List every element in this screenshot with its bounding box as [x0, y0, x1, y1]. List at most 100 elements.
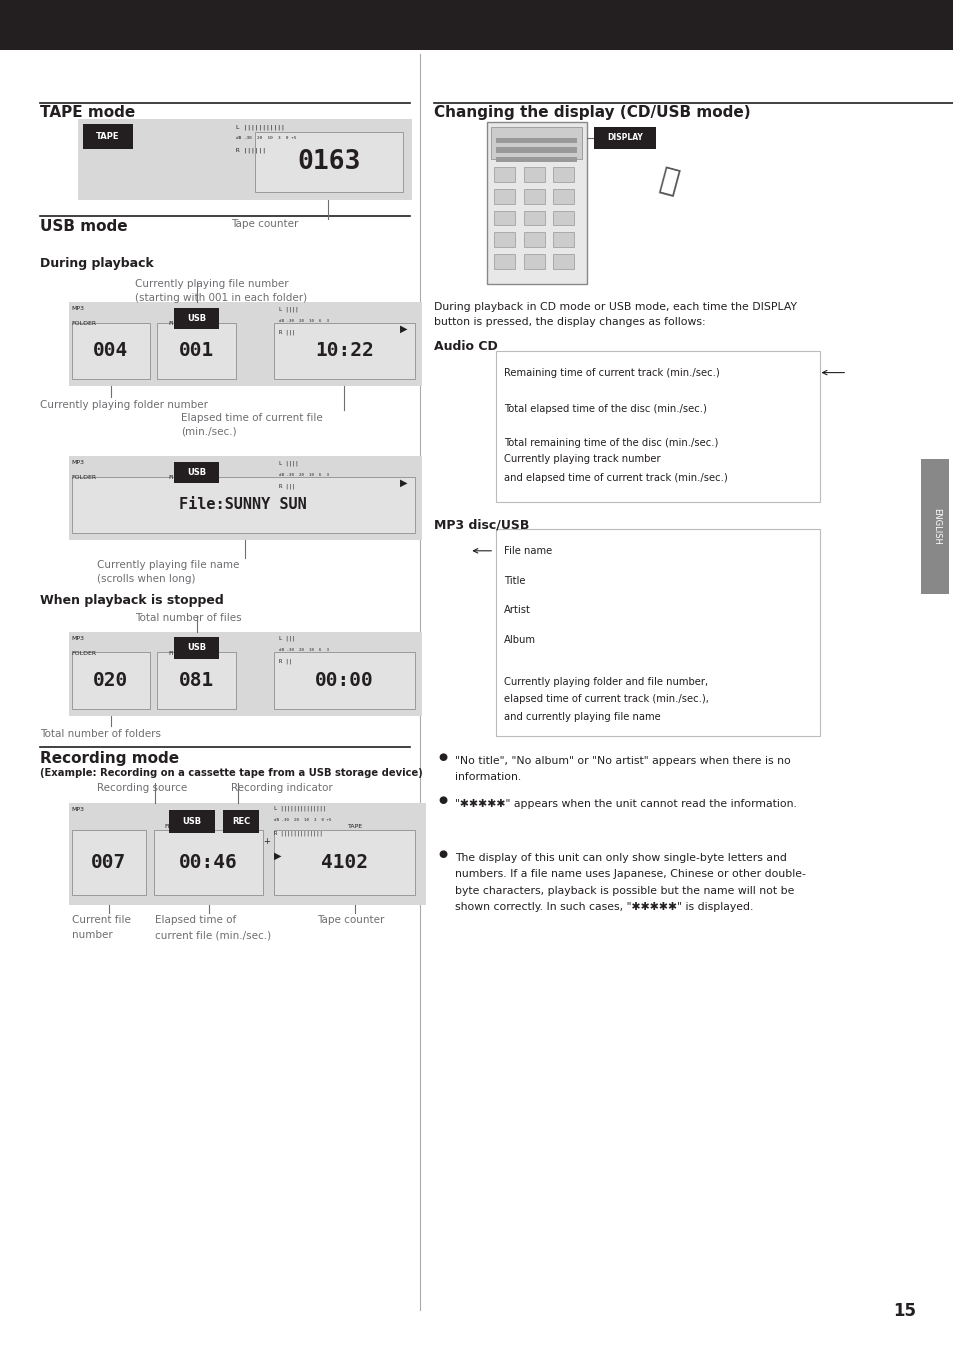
Text: Recording indicator: Recording indicator	[231, 783, 333, 792]
Text: (Example: Recording on a cassette tape from a USB storage device): (Example: Recording on a cassette tape f…	[40, 768, 422, 778]
Text: R ||||||: R ||||||	[235, 147, 265, 153]
Text: and elapsed time of current track (min./sec.): and elapsed time of current track (min./…	[503, 472, 727, 483]
Text: ●: ●	[438, 795, 447, 805]
Text: 001: 001	[179, 342, 213, 360]
Bar	[173, 462, 219, 483]
Bar	[173, 637, 219, 659]
Text: Changing the display (CD/USB mode): Changing the display (CD/USB mode)	[434, 105, 750, 120]
Text: The display of this unit can only show single-byte letters and: The display of this unit can only show s…	[455, 853, 786, 863]
Bar	[523, 211, 544, 225]
Bar	[553, 232, 574, 247]
Text: 0163: 0163	[296, 148, 360, 176]
Text: R |||: R |||	[278, 329, 294, 335]
Bar	[71, 323, 150, 379]
Text: FILE: FILE	[169, 321, 181, 327]
Bar	[523, 189, 544, 204]
Text: +: +	[263, 837, 270, 846]
Text: USB: USB	[187, 468, 206, 477]
Text: 004: 004	[93, 342, 128, 360]
Text: ▶: ▶	[399, 478, 407, 487]
Text: Total number of files: Total number of files	[135, 613, 242, 622]
Text: R ||: R ||	[278, 659, 292, 664]
Bar	[494, 254, 515, 269]
Text: ✋: ✋	[656, 165, 680, 197]
Text: elapsed time of current track (min./sec.),: elapsed time of current track (min./sec.…	[503, 694, 708, 705]
Text: Audio CD: Audio CD	[434, 340, 497, 354]
Text: REC: REC	[232, 817, 251, 826]
Text: Currently playing folder number: Currently playing folder number	[40, 400, 208, 409]
Bar	[71, 830, 146, 895]
Text: dB -30  20  10  3  0 +5: dB -30 20 10 3 0 +5	[235, 136, 295, 140]
Bar	[553, 211, 574, 225]
Text: TAPE: TAPE	[96, 132, 119, 140]
Text: 081: 081	[179, 671, 213, 690]
Text: Recording source: Recording source	[97, 783, 188, 792]
Text: USB: USB	[187, 315, 206, 323]
Text: Currently playing file name: Currently playing file name	[97, 560, 239, 570]
Text: R |||: R |||	[278, 483, 294, 489]
Bar	[523, 232, 544, 247]
Text: button is pressed, the display changes as follows:: button is pressed, the display changes a…	[434, 317, 705, 327]
Text: FILE: FILE	[169, 475, 181, 481]
Text: (starting with 001 in each folder): (starting with 001 in each folder)	[135, 293, 307, 302]
Bar	[594, 127, 656, 148]
Text: USB: USB	[182, 817, 201, 826]
Text: ENGLISH: ENGLISH	[931, 508, 940, 545]
Text: ▶: ▶	[274, 850, 281, 860]
Text: MP3: MP3	[71, 306, 85, 312]
Text: Total number of folders: Total number of folders	[40, 729, 161, 738]
Bar	[0, 0, 953, 50]
Text: 00:00: 00:00	[314, 671, 374, 690]
Text: Total elapsed time of the disc (min./sec.): Total elapsed time of the disc (min./sec…	[503, 404, 706, 414]
Bar	[496, 138, 577, 143]
Bar	[274, 830, 415, 895]
Text: When playback is stopped: When playback is stopped	[40, 594, 224, 608]
Text: FOLDER: FOLDER	[71, 321, 96, 327]
Text: MP3 disc/USB: MP3 disc/USB	[434, 518, 529, 532]
Bar	[491, 127, 581, 159]
Text: dB -30  20  10  6  3: dB -30 20 10 6 3	[278, 319, 328, 323]
Text: 007: 007	[91, 853, 126, 872]
Text: Tape counter: Tape counter	[231, 219, 298, 228]
Text: dB -30  20  10  6  3: dB -30 20 10 6 3	[278, 472, 328, 477]
Bar	[78, 119, 412, 200]
Text: USB mode: USB mode	[40, 219, 128, 234]
Text: (min./sec.): (min./sec.)	[181, 427, 236, 436]
Bar	[69, 456, 421, 540]
Text: 10:22: 10:22	[314, 342, 374, 360]
Text: Recording mode: Recording mode	[40, 751, 179, 765]
Bar	[71, 477, 415, 533]
Text: L ||||||||||||||: L ||||||||||||||	[274, 806, 326, 811]
Bar	[486, 122, 586, 284]
Text: (scrolls when long): (scrolls when long)	[97, 574, 195, 583]
Text: TAPE: TAPE	[348, 824, 363, 829]
Text: 15: 15	[892, 1303, 915, 1320]
Text: Elapsed time of: Elapsed time of	[154, 915, 235, 925]
Bar	[69, 302, 421, 386]
Bar	[523, 167, 544, 182]
Text: Total remaining time of the disc (min./sec.): Total remaining time of the disc (min./s…	[503, 437, 718, 448]
Text: 4102: 4102	[320, 853, 368, 872]
Bar	[496, 157, 577, 162]
Text: ▶: ▶	[399, 324, 407, 333]
Bar	[223, 810, 259, 833]
Text: File:SUNNY SUN: File:SUNNY SUN	[179, 497, 307, 513]
Bar	[274, 323, 415, 379]
Text: shown correctly. In such cases, "✱✱✱✱✱" is displayed.: shown correctly. In such cases, "✱✱✱✱✱" …	[455, 902, 753, 911]
Bar	[69, 632, 421, 716]
Bar	[169, 810, 214, 833]
Text: and currently playing file name: and currently playing file name	[503, 711, 659, 722]
Text: dB -30  20  10  6  3: dB -30 20 10 6 3	[278, 648, 328, 652]
Bar	[254, 132, 402, 192]
Text: R |||||||||||||: R |||||||||||||	[274, 830, 322, 836]
Bar	[153, 830, 263, 895]
Text: Currently playing folder and file number,: Currently playing folder and file number…	[503, 676, 707, 687]
Bar	[69, 803, 426, 905]
Text: FILE: FILE	[164, 824, 176, 829]
Bar	[157, 323, 235, 379]
Bar	[83, 124, 132, 148]
Bar	[494, 189, 515, 204]
Bar	[496, 529, 820, 736]
Text: byte characters, playback is possible but the name will not be: byte characters, playback is possible bu…	[455, 886, 794, 895]
Text: Album: Album	[503, 634, 536, 645]
